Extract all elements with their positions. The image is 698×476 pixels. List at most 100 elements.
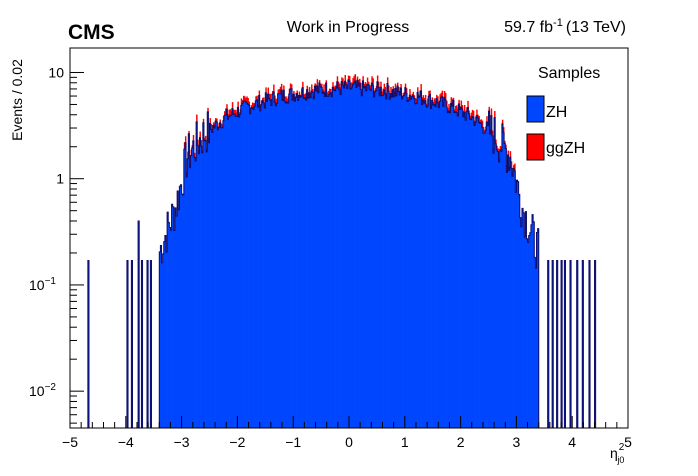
histogram-bar-zh xyxy=(215,121,217,428)
histogram-bar-ggzh xyxy=(424,94,427,101)
histogram-bar-ggzh xyxy=(237,101,239,108)
x-tick-label: −3 xyxy=(174,434,190,450)
histogram-bar-ggzh xyxy=(366,77,369,85)
histogram-bar-zh xyxy=(426,107,428,429)
histogram-bar-zh xyxy=(162,253,165,428)
histogram-bar-zh xyxy=(401,98,403,429)
histogram-bar-ggzh xyxy=(476,109,478,116)
histogram-bar-ggzh xyxy=(443,90,446,98)
histogram-bar-ggzh xyxy=(341,77,343,82)
histogram-bar-ggzh xyxy=(509,151,512,158)
histogram-bar-zh xyxy=(304,97,306,428)
histogram-bar-zh xyxy=(309,97,312,429)
histogram-bar-ggzh xyxy=(463,104,466,113)
histogram-bar-zh xyxy=(376,81,379,428)
histogram-bar-zh xyxy=(349,81,351,429)
histogram-bar-zh xyxy=(278,93,281,429)
histogram-bar-ggzh xyxy=(248,101,251,106)
histogram-bar-ggzh xyxy=(224,111,226,116)
histogram-bar-zh xyxy=(171,204,174,428)
histogram-bar-zh xyxy=(452,100,455,429)
histogram-bar-zh xyxy=(423,103,426,428)
histogram-bar-zh xyxy=(415,103,418,429)
histogram-bar-zh xyxy=(285,103,287,429)
legend-swatch-zh xyxy=(526,95,545,123)
histogram-bar-ggzh xyxy=(446,100,448,107)
legend-title: Samples xyxy=(538,65,600,82)
histogram-bar-zh xyxy=(450,103,453,429)
histogram-bar-ggzh xyxy=(407,97,409,102)
histogram-bar-zh xyxy=(362,80,364,428)
histogram-bar-zh xyxy=(343,88,345,429)
histogram-bar-zh xyxy=(460,107,463,428)
histogram-bar-ggzh xyxy=(267,87,269,95)
histogram-bar-ggzh xyxy=(488,106,490,112)
histogram-bar-ggzh xyxy=(436,94,438,99)
histogram-bar-zh xyxy=(381,95,383,429)
histogram-bar-ggzh xyxy=(456,105,458,113)
histogram-bar-ggzh xyxy=(412,91,415,96)
histogram-bar-ggzh xyxy=(283,85,285,91)
histogram-bar-ggzh xyxy=(386,77,389,84)
histogram-bar-zh xyxy=(525,211,527,428)
histogram-bar-zh xyxy=(488,111,490,428)
histogram-bar-zh xyxy=(513,168,515,428)
histogram-bar-ggzh xyxy=(514,163,516,172)
histogram-bar-ggzh xyxy=(196,114,198,122)
histogram-bar-zh xyxy=(346,88,349,428)
histogram-bar-zh xyxy=(270,105,273,429)
histogram-bar-zh xyxy=(219,122,222,428)
histogram-bar-zh xyxy=(534,257,536,428)
histogram-bar-zh xyxy=(317,92,320,429)
histogram-bar-zh xyxy=(499,149,502,428)
histogram-bar-zh xyxy=(398,91,400,428)
histogram-bar-ggzh xyxy=(362,76,364,81)
histogram-bar-zh xyxy=(455,111,457,428)
histogram-bar-zh xyxy=(532,214,534,428)
histogram-bar-ggzh xyxy=(441,90,444,97)
histogram-bar-zh xyxy=(216,122,218,428)
histogram-bar-ggzh xyxy=(325,80,328,84)
histogram-bar-zh xyxy=(432,105,435,429)
histogram-bar-zh xyxy=(235,116,237,429)
histogram-bar-zh xyxy=(273,92,275,428)
histogram-bar-ggzh xyxy=(235,109,237,117)
histogram-bar-zh xyxy=(189,167,191,428)
histogram-bar-zh xyxy=(528,235,531,428)
histogram-bar-zh xyxy=(247,104,249,429)
histogram-bar-ggzh xyxy=(234,110,236,115)
histogram-bar-zh xyxy=(337,88,340,429)
histogram-bar-zh xyxy=(424,100,427,428)
histogram-bar-ggzh xyxy=(468,110,470,114)
histogram-bar-zh xyxy=(211,132,214,429)
histogram-bar-ggzh xyxy=(486,116,488,122)
histogram-bar-zh xyxy=(352,84,354,429)
histogram-bar-ggzh xyxy=(380,81,382,88)
histogram-bar-ggzh xyxy=(255,96,257,102)
histogram-bar-zh xyxy=(217,129,219,429)
histogram-bar-zh xyxy=(258,95,261,428)
histogram-bar-zh xyxy=(462,116,465,429)
x-tick-label: 4 xyxy=(568,434,576,450)
histogram-bar-zh xyxy=(345,84,348,429)
histogram-bar-ggzh xyxy=(384,86,387,94)
histogram-bar-ggzh xyxy=(477,114,479,118)
histogram-bar-zh xyxy=(294,101,296,428)
histogram-bar-zh xyxy=(275,105,277,429)
histogram-bar-ggzh xyxy=(447,107,449,113)
histogram-bar-zh xyxy=(394,88,397,428)
histogram-bar-zh xyxy=(451,106,454,428)
histogram-bar-zh xyxy=(163,241,166,428)
histogram-bar-ggzh xyxy=(471,109,474,117)
histogram-bar-zh xyxy=(196,121,198,429)
histogram-bar-zh xyxy=(199,137,201,428)
histogram-bar-zh xyxy=(367,84,370,429)
histogram-bar-ggzh xyxy=(452,97,455,101)
histogram-bar-zh xyxy=(322,93,324,428)
histogram-bar-ggzh xyxy=(420,84,422,91)
histogram-bar-ggzh xyxy=(359,78,361,83)
histogram-bar-ggzh xyxy=(250,105,253,109)
histogram-bar-zh xyxy=(372,85,374,428)
histogram-bar-ggzh xyxy=(354,74,357,82)
y-tick-label: 10−1 xyxy=(29,276,56,293)
